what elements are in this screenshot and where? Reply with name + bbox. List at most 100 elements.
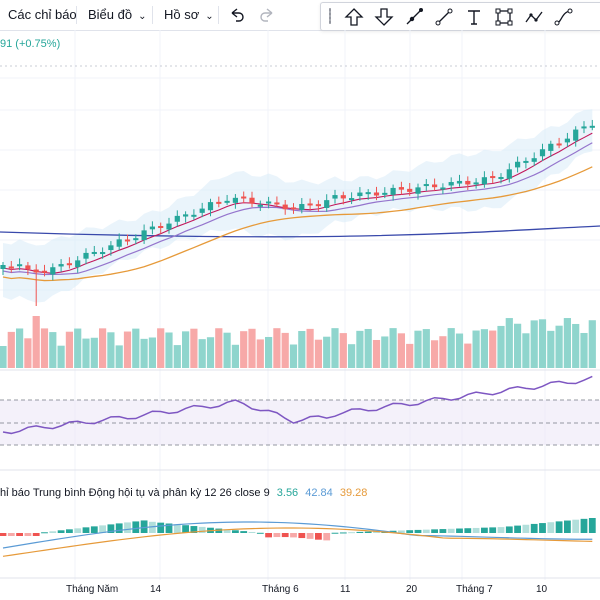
toolbar-divider	[218, 6, 219, 24]
rectangle-icon[interactable]	[493, 6, 515, 28]
macd-histogram-bar	[223, 529, 231, 533]
arrow-up-icon[interactable]	[343, 6, 365, 28]
volume-bar	[447, 328, 455, 368]
ray-line-icon[interactable]	[433, 6, 455, 28]
volume-bar	[580, 332, 588, 368]
candle-body	[490, 176, 496, 179]
macd-histogram-bar	[74, 528, 82, 533]
volume-bar	[281, 332, 289, 368]
macd-line	[2, 521, 593, 549]
macd-histogram-bar	[298, 533, 306, 539]
candle-body	[290, 207, 297, 210]
volume-bar	[231, 344, 239, 368]
macd-signal-value: 39.28	[339, 487, 368, 499]
candle-body	[432, 184, 438, 188]
macd-histogram-bar	[256, 532, 264, 534]
redo-icon[interactable]	[258, 6, 276, 24]
macd-histogram-bar	[364, 531, 372, 533]
candle-body	[315, 204, 321, 207]
chart-type-label: Biểu đồ	[88, 7, 133, 22]
candle-body	[232, 197, 238, 203]
trend-line-icon[interactable]	[403, 6, 425, 28]
macd-histogram-bar	[422, 529, 430, 533]
volume-bar	[563, 318, 571, 368]
curve-icon[interactable]	[553, 6, 575, 28]
volume-bar	[123, 331, 132, 368]
macd-histogram-bar	[348, 532, 355, 534]
macd-histogram-bar	[398, 530, 405, 533]
x-axis-label: 14	[150, 584, 162, 595]
volume-bar	[115, 345, 123, 368]
indicators-label: Các chỉ báo	[8, 7, 77, 22]
volume-bar	[82, 338, 90, 368]
macd-histogram-bar	[447, 528, 455, 533]
macd-histogram-bar	[124, 522, 131, 533]
candle-body	[581, 126, 587, 129]
candle-body	[66, 263, 72, 266]
macd-histogram-bar	[481, 527, 488, 533]
candle-body	[124, 239, 131, 242]
volume-bar	[16, 328, 24, 368]
volume-bar	[215, 328, 223, 368]
profile-button[interactable]: Hồ sơ ⌄	[164, 0, 214, 30]
candle-body	[108, 245, 114, 251]
macd-histogram-bar	[539, 523, 546, 533]
text-icon[interactable]	[463, 6, 485, 28]
macd-histogram-bar	[82, 527, 90, 533]
candle-body	[299, 204, 305, 210]
macd-histogram-bar	[414, 529, 422, 533]
volume-bar	[132, 328, 140, 368]
volume-bar	[107, 332, 115, 368]
rsi-band	[0, 400, 600, 445]
path-icon[interactable]	[523, 6, 545, 28]
volume-bar	[273, 328, 281, 368]
macd-histogram-bar	[132, 521, 140, 533]
candle-body	[50, 267, 56, 275]
volume-bar	[348, 344, 356, 368]
volume-bar	[289, 344, 298, 368]
candle-body	[174, 215, 180, 222]
macd-histogram-bar	[149, 521, 156, 533]
candle-body	[448, 182, 454, 186]
candle-body	[249, 197, 255, 204]
volume-bar	[339, 333, 347, 368]
undo-icon[interactable]	[228, 6, 246, 24]
macd-histogram-bar	[16, 533, 23, 536]
candle-body	[8, 266, 14, 269]
macd-histogram-bar	[107, 524, 115, 533]
arrow-down-icon[interactable]	[373, 6, 395, 28]
ma-long-line	[0, 225, 600, 238]
macd-histogram-bar	[323, 533, 331, 541]
candle-body	[515, 161, 521, 168]
volume-bar	[90, 337, 98, 368]
chevron-down-icon: ⌄	[205, 11, 214, 22]
indicators-button[interactable]: Các chỉ báo	[8, 0, 77, 30]
macd-histogram-bar	[215, 528, 223, 533]
macd-histogram-bar	[140, 520, 148, 533]
x-axis-label: 20	[406, 584, 418, 595]
volume-bar	[414, 330, 422, 368]
drag-handle-icon[interactable]	[329, 8, 331, 24]
candle-body	[407, 188, 413, 192]
x-axis-label: Tháng Năm	[66, 584, 119, 595]
candle-body	[390, 187, 396, 195]
candle-body	[481, 177, 487, 185]
macd-histogram-bar	[464, 528, 472, 533]
macd-histogram-bar	[555, 521, 563, 533]
candle-body	[266, 201, 272, 204]
chart-type-button[interactable]: Biểu đồ ⌄	[88, 0, 146, 30]
macd-histogram-bar	[57, 530, 65, 533]
candle-body	[548, 143, 554, 151]
volume-bar	[248, 328, 256, 368]
macd-histogram-bar	[66, 529, 73, 533]
macd-histogram-bar	[356, 531, 364, 533]
macd-histogram-bar	[530, 523, 538, 533]
volume-bar	[522, 333, 530, 368]
volume-bar	[406, 343, 414, 368]
candle-body	[91, 251, 97, 254]
volume-bar	[364, 328, 372, 368]
volume-bar	[7, 331, 15, 368]
volume-bar	[323, 336, 331, 368]
macd-histogram-bar	[339, 532, 347, 534]
